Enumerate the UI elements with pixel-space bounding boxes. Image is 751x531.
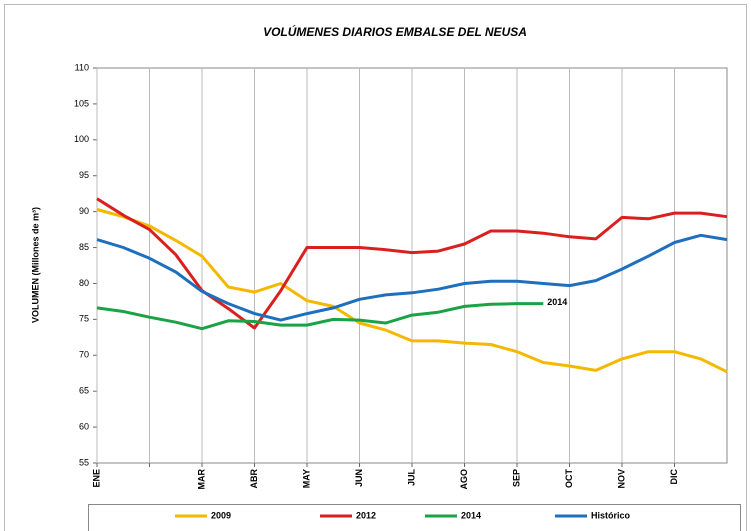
series-line — [96, 233, 728, 322]
y-tick-label: 70 — [79, 350, 89, 360]
legend-label: 2009 — [211, 510, 231, 520]
y-axis-label: VOLUMEN (Millones de m³) — [30, 207, 40, 323]
x-tick-label: MAR — [196, 469, 206, 490]
x-tick-label: ABR — [249, 469, 259, 489]
legend-label: 2014 — [461, 510, 481, 520]
legend-label: Histórico — [591, 510, 631, 520]
y-tick-label: 100 — [74, 134, 89, 144]
y-tick-label: 80 — [79, 278, 89, 288]
y-tick-label: 55 — [79, 457, 89, 467]
x-tick-label: DIC — [669, 469, 679, 485]
legend-label: 2012 — [356, 510, 376, 520]
y-tick-label: 110 — [75, 62, 89, 72]
legend-box — [88, 504, 741, 531]
x-tick-label: AGO — [459, 469, 469, 490]
series-line — [96, 208, 728, 374]
y-tick-label: 60 — [79, 421, 89, 431]
x-tick-label: JUL — [406, 469, 416, 487]
y-tick-label: 85 — [79, 242, 89, 252]
y-tick-label: 90 — [79, 206, 89, 216]
y-tick-label: 75 — [79, 314, 89, 324]
x-tick-label: JUN — [354, 469, 364, 487]
x-tick-label: OCT — [564, 469, 574, 489]
x-tick-label: NOV — [616, 469, 626, 489]
y-tick-label: 95 — [79, 170, 89, 180]
x-tick-label: ENE — [91, 469, 101, 488]
x-tick-label: MAY — [301, 469, 311, 488]
x-tick-label: SEP — [511, 469, 521, 487]
y-tick-label: 65 — [79, 386, 89, 396]
series-line — [96, 302, 544, 331]
y-tick-label: 105 — [74, 98, 89, 108]
annotation: 2014 — [547, 297, 567, 307]
chart-title: VOLÚMENES DIARIOS EMBALSE DEL NEUSA — [263, 24, 527, 39]
